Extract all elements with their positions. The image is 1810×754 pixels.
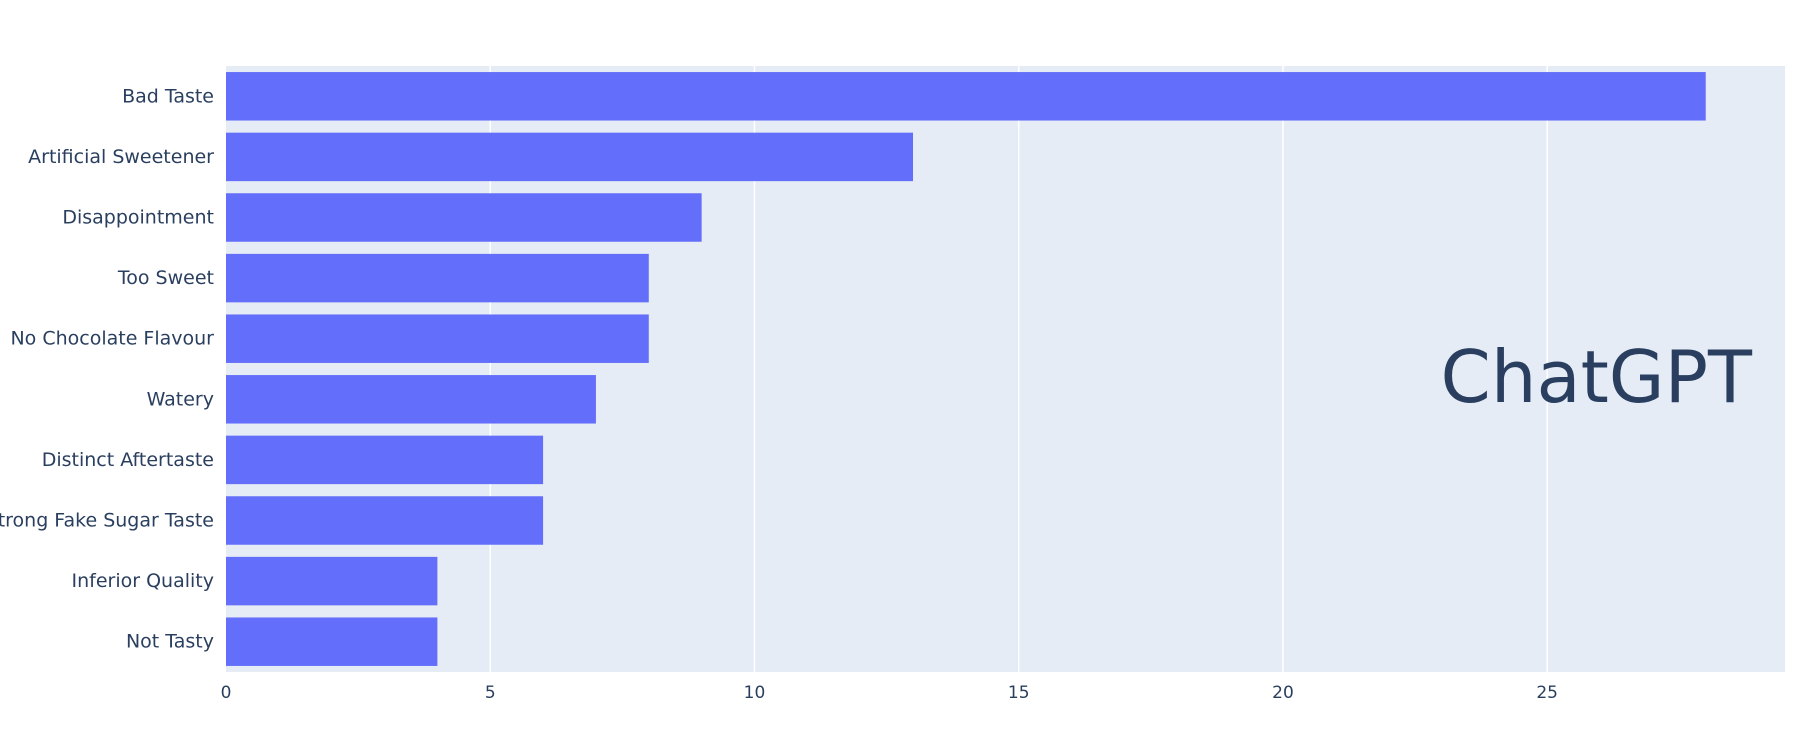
bar bbox=[226, 556, 438, 606]
bar bbox=[226, 253, 649, 303]
chart-annotation: ChatGPT bbox=[1441, 335, 1753, 419]
x-tick-label: 15 bbox=[1008, 683, 1030, 703]
category-label: Inferior Quality bbox=[72, 570, 214, 592]
x-tick-labels: 0 5 10 15 20 25 bbox=[221, 683, 1558, 703]
bar bbox=[226, 496, 544, 545]
category-label: Not Tasty bbox=[126, 631, 214, 653]
category-label: Disappointment bbox=[62, 207, 214, 229]
bar bbox=[226, 314, 649, 363]
category-label: Artificial Sweetener bbox=[28, 146, 214, 168]
bar bbox=[226, 375, 596, 424]
bar bbox=[226, 435, 544, 485]
x-tick-label: 0 bbox=[221, 683, 232, 703]
bar bbox=[226, 132, 914, 182]
category-label: Watery bbox=[147, 388, 214, 410]
x-tick-label: 25 bbox=[1536, 683, 1558, 703]
bar bbox=[226, 193, 702, 242]
x-tick-label: 20 bbox=[1272, 683, 1294, 703]
bars bbox=[226, 72, 1706, 666]
category-labels: Bad Taste Artificial Sweetener Disappointm… bbox=[0, 85, 214, 652]
category-label: Bad Taste bbox=[122, 85, 214, 107]
category-label: Too Sweet bbox=[117, 267, 214, 289]
bar bbox=[226, 72, 1706, 121]
x-tick-label: 10 bbox=[744, 683, 766, 703]
category-label: Strong Fake Sugar Taste bbox=[0, 510, 214, 532]
category-label: No Chocolate Flavour bbox=[10, 328, 214, 350]
bar bbox=[226, 617, 438, 666]
category-label: Distinct Aftertaste bbox=[42, 449, 214, 471]
x-tick-label: 5 bbox=[485, 683, 496, 703]
